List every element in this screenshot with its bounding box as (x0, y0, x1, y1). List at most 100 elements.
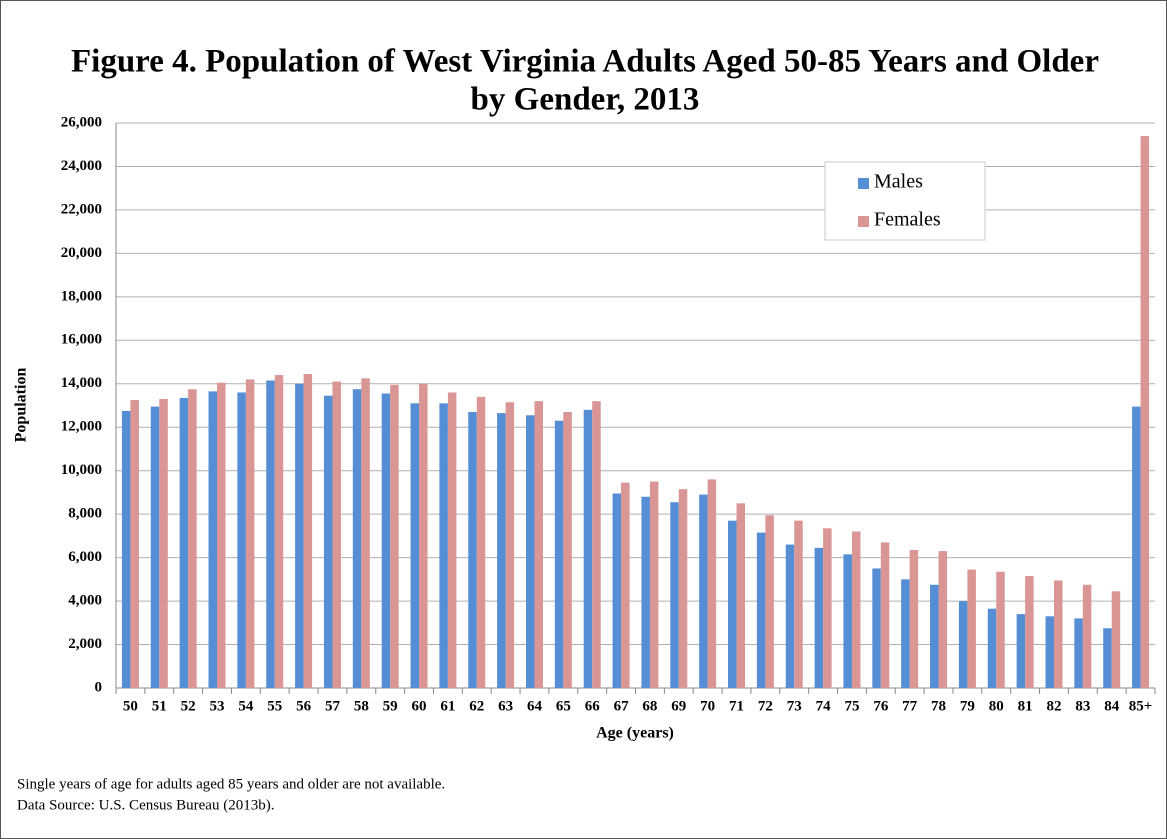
x-tick-label: 52 (181, 698, 196, 714)
x-tick-label: 76 (873, 698, 889, 714)
x-tick-label: 82 (1046, 698, 1061, 714)
bar (967, 569, 976, 688)
bar (823, 528, 832, 688)
bar (621, 482, 630, 688)
bar (1132, 406, 1141, 688)
bar (159, 398, 168, 688)
y-tick-label: 24,000 (61, 158, 102, 174)
x-tick-label: 62 (469, 698, 484, 714)
bar (707, 479, 717, 688)
x-tick-label: 81 (1018, 698, 1033, 714)
x-tick-label: 84 (1104, 698, 1120, 714)
x-tick-label: 64 (527, 698, 543, 714)
legend-box (824, 161, 986, 241)
x-tick-label: 54 (238, 698, 254, 714)
bar (237, 392, 246, 688)
x-tick-label: 80 (989, 698, 1004, 714)
x-tick-label: 69 (671, 698, 686, 714)
bar (880, 542, 890, 688)
bar (534, 401, 543, 688)
y-tick-label: 20,000 (61, 245, 102, 261)
y-tick-label: 0 (95, 679, 103, 695)
x-tick-label: 79 (960, 698, 975, 714)
bar (439, 403, 448, 688)
bar (909, 550, 919, 688)
x-tick-label: 74 (816, 698, 832, 714)
bar (295, 383, 304, 688)
x-tick-label: 60 (412, 698, 427, 714)
bar (1111, 591, 1121, 688)
bar (851, 531, 861, 688)
bar (670, 502, 679, 688)
x-tick-label: 51 (152, 698, 167, 714)
y-tick-label: 8,000 (68, 506, 102, 522)
bar (728, 520, 737, 688)
x-tick-label: 71 (729, 698, 744, 714)
x-tick-label: 58 (354, 698, 369, 714)
bar (390, 384, 399, 688)
x-tick-label: 50 (123, 698, 138, 714)
y-tick-label: 14,000 (61, 375, 102, 391)
x-tick-label: 63 (498, 698, 513, 714)
bar (497, 413, 506, 688)
bar (872, 568, 881, 688)
bar (361, 378, 370, 688)
x-tick-label: 56 (296, 698, 312, 714)
bar (843, 554, 852, 688)
y-tick-label: 18,000 (61, 288, 102, 304)
bar (1016, 614, 1026, 688)
bar (996, 571, 1005, 688)
bar (563, 412, 572, 688)
bar (612, 493, 622, 688)
bar (987, 608, 997, 688)
x-tick-label: 78 (931, 698, 946, 714)
bar (419, 383, 428, 688)
bar (217, 382, 226, 688)
bar (1025, 576, 1034, 688)
x-tick-label: 55 (267, 698, 282, 714)
bar (188, 389, 197, 688)
x-tick-label: 65 (556, 698, 571, 714)
x-tick-label: 68 (642, 698, 657, 714)
bar (901, 579, 910, 688)
bar (245, 379, 255, 688)
bar (554, 420, 564, 688)
bar (150, 406, 160, 688)
bar (130, 400, 139, 688)
x-tick-label: 73 (787, 698, 802, 714)
bar (641, 496, 650, 688)
bar (736, 503, 746, 688)
bar (649, 481, 659, 688)
bar (958, 601, 968, 688)
bar (476, 396, 486, 688)
x-tick-label: 85+ (1129, 698, 1153, 714)
bar (525, 415, 535, 688)
x-tick-label: 70 (700, 698, 715, 714)
x-tick-label: 53 (210, 698, 225, 714)
bar (785, 544, 795, 688)
x-tick-label: 75 (844, 698, 859, 714)
y-axis-label: Population (13, 368, 30, 443)
legend-label: Females (874, 209, 941, 231)
bar (274, 375, 284, 688)
x-tick-label: 67 (614, 698, 630, 714)
bar (930, 584, 939, 688)
x-tick-label: 57 (325, 698, 341, 714)
y-tick-label: 12,000 (61, 419, 102, 435)
bar (1140, 136, 1150, 689)
y-tick-label: 2,000 (68, 636, 102, 652)
x-tick-label: 72 (758, 698, 773, 714)
bar (938, 551, 948, 688)
bar (1103, 628, 1112, 688)
note: Data Source: U.S. Census Bureau (2013b). (17, 797, 274, 813)
bar (266, 380, 275, 688)
bar (814, 547, 824, 688)
bar (208, 391, 218, 688)
x-axis-label: Age (years) (596, 725, 674, 742)
y-tick-label: 22,000 (61, 201, 102, 217)
bar (583, 409, 593, 688)
y-tick-label: 16,000 (61, 332, 102, 348)
bar (1045, 616, 1054, 688)
bar (678, 489, 688, 688)
bar (468, 412, 477, 688)
